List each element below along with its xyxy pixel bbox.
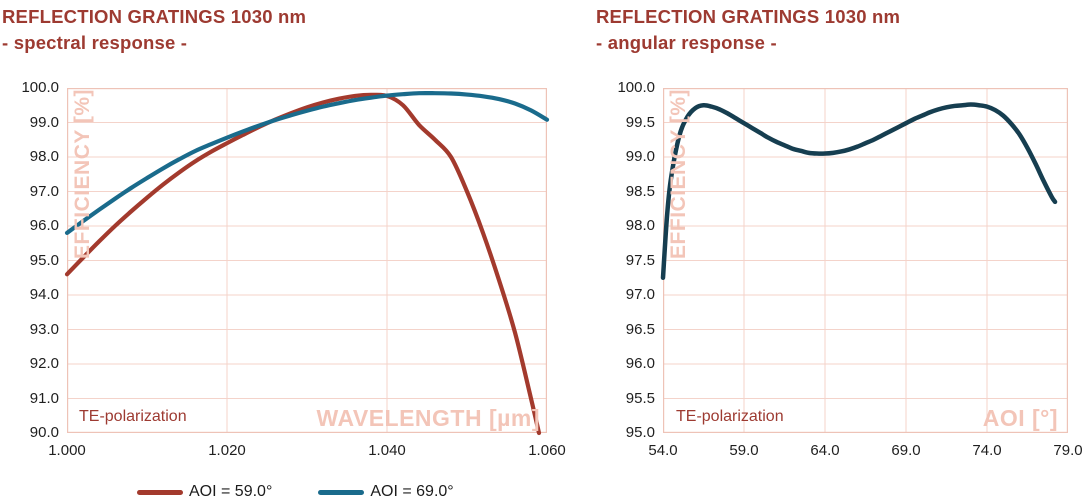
legend-item-aoi-69: AOI = 69.0° [318,483,454,500]
angular-chart-title: REFLECTION GRATINGS 1030 nm - angular re… [596,4,900,56]
spectral-chart-title-line2: - spectral response - [2,32,188,53]
angular-y-tick-label: 98.0 [625,217,655,234]
angular-chart-title-line1: REFLECTION GRATINGS 1030 nm [596,6,901,27]
spectral-y-tick-label: 92.0 [29,355,59,372]
spectral-x-axis-label: WAVELENGTH [µm] [316,405,540,431]
spectral-x-tick-label: 1.020 [208,442,246,459]
spectral-x-tick-label: 1.040 [368,442,406,459]
angular-y-tick-label: 97.0 [625,286,655,303]
spectral-y-tick-label: 100.0 [21,79,59,96]
legend-label-aoi-59: AOI = 59.0° [189,483,273,500]
angular-y-tick-label: 100.0 [617,79,655,96]
angular-y-tick-label: 99.0 [625,148,655,165]
spectral-x-tick-label: 1.060 [528,442,566,459]
spectral-y-tick-label: 90.0 [29,424,59,441]
angular-y-tick-label: 99.5 [625,113,655,131]
angular-x-tick-label: 74.0 [972,442,1002,459]
spectral-y-tick-label: 98.0 [29,148,59,165]
spectral-y-tick-label: 97.0 [29,182,59,200]
angular-x-tick-label: 69.0 [891,442,921,459]
angular-x-tick-label: 54.0 [648,442,678,459]
angular-y-tick-label: 96.0 [625,355,655,372]
spectral-y-tick-label: 93.0 [29,320,59,338]
legend-label-aoi-69: AOI = 69.0° [370,483,454,500]
angular-chart-title-line2: - angular response - [596,32,777,53]
spectral-y-tick-label: 91.0 [29,389,59,407]
angular-y-tick-label: 95.5 [625,389,655,407]
spectral-y-tick-label: 96.0 [29,217,59,234]
legend-line-swatch-teal [318,489,365,495]
angular-y-axis-label: EFFICIENCY [%] [667,89,690,259]
spectral-y-tick-label: 94.0 [29,286,59,303]
spectral-y-tick-label: 95.0 [29,251,59,269]
angular-y-tick-label: 97.5 [625,251,655,269]
angular-x-tick-label: 64.0 [810,442,840,459]
spectral-polarization-annotation: TE-polarization [79,408,187,425]
angular-y-tick-label: 96.5 [625,320,655,338]
spectral-chart-plot-area [64,88,550,436]
spectral-y-tick-label: 99.0 [29,113,59,131]
angular-chart-plot-area [660,88,1068,433]
spectral-chart-canvas [64,88,550,436]
spectral-chart-title: REFLECTION GRATINGS 1030 nm - spectral r… [2,4,306,56]
angular-x-tick-label: 59.0 [729,442,759,459]
angular-chart-canvas [660,88,1068,433]
legend-item-aoi-59: AOI = 59.0° [137,483,272,500]
angular-y-tick-label: 95.0 [625,424,655,441]
spectral-chart-title-line1: REFLECTION GRATINGS 1030 nm [2,6,307,27]
angular-y-tick-label: 98.5 [625,182,655,200]
legend: AOI = 59.0° AOI = 69.0° [137,483,454,500]
angular-x-tick-label: 79.0 [1053,442,1083,459]
spectral-y-axis-label: EFFICIENCY [%] [71,89,94,259]
legend-line-swatch-red [137,489,183,495]
angular-polarization-annotation: TE-polarization [676,408,784,425]
angular-x-axis-label: AOI [°] [982,405,1058,431]
spectral-x-tick-label: 1.000 [48,442,86,459]
